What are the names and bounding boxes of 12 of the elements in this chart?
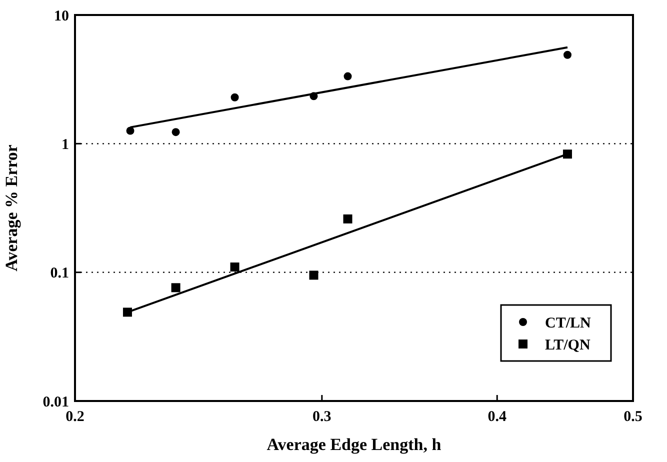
x-tick-label: 0.5	[624, 409, 642, 425]
x-tick-label: 0.3	[312, 409, 332, 425]
x-tick-label: 0.4	[488, 409, 507, 425]
legend-label: CT/LN	[545, 315, 592, 332]
y-tick-label: 1	[62, 136, 69, 153]
y-axis-title: Average % Error	[2, 144, 21, 272]
y-tick-label: 0.01	[42, 394, 69, 410]
y-tick-label: 10	[54, 8, 69, 24]
legend-label: LT/QN	[545, 337, 590, 354]
y-tick-label: 0.1	[50, 266, 69, 282]
x-axis-title: Average Edge Length, h	[266, 435, 442, 454]
x-tick-label: 0.2	[66, 409, 84, 425]
